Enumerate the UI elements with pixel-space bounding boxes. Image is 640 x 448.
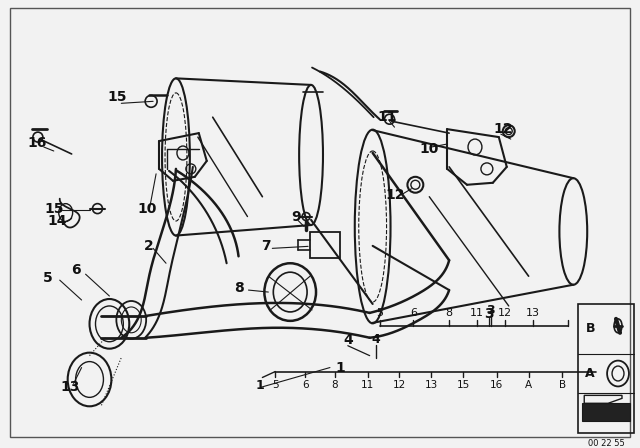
Text: 4: 4 bbox=[343, 333, 353, 347]
Text: 8: 8 bbox=[332, 380, 338, 391]
Text: 12: 12 bbox=[393, 380, 406, 391]
Text: 16: 16 bbox=[27, 136, 47, 150]
Text: 13: 13 bbox=[60, 380, 79, 394]
Text: 15: 15 bbox=[44, 202, 63, 215]
Text: 1: 1 bbox=[335, 361, 345, 375]
Text: 1: 1 bbox=[256, 379, 265, 392]
Text: 2: 2 bbox=[144, 239, 154, 254]
Text: 11: 11 bbox=[361, 380, 374, 391]
Text: 5: 5 bbox=[376, 308, 383, 318]
Text: 6: 6 bbox=[410, 308, 417, 318]
Text: 3: 3 bbox=[484, 307, 493, 321]
Text: 00 22 55: 00 22 55 bbox=[588, 439, 625, 448]
Text: 11: 11 bbox=[378, 110, 397, 124]
Text: 15: 15 bbox=[456, 380, 470, 391]
Text: A: A bbox=[525, 380, 532, 391]
Text: 7: 7 bbox=[262, 239, 271, 254]
Bar bbox=[579, 304, 634, 433]
Text: B: B bbox=[559, 380, 566, 391]
Text: 14: 14 bbox=[47, 214, 67, 228]
Text: 8: 8 bbox=[445, 308, 452, 318]
Text: 12: 12 bbox=[386, 188, 405, 202]
Text: 8: 8 bbox=[234, 281, 243, 295]
Text: 12: 12 bbox=[498, 308, 512, 318]
Text: 3: 3 bbox=[486, 305, 495, 318]
Text: 6: 6 bbox=[302, 380, 308, 391]
Text: 4: 4 bbox=[371, 333, 380, 346]
Text: A: A bbox=[586, 367, 595, 380]
Text: 6: 6 bbox=[71, 263, 81, 277]
Text: 13: 13 bbox=[525, 308, 540, 318]
Text: 13: 13 bbox=[424, 380, 438, 391]
Text: B: B bbox=[586, 322, 595, 335]
Bar bbox=[582, 403, 630, 421]
Text: 10: 10 bbox=[138, 202, 157, 215]
Text: 15: 15 bbox=[108, 90, 127, 104]
Text: 16: 16 bbox=[490, 380, 504, 391]
Text: 10: 10 bbox=[420, 142, 439, 156]
Text: 9: 9 bbox=[291, 210, 301, 224]
Text: 12: 12 bbox=[493, 122, 513, 136]
Text: 5: 5 bbox=[272, 380, 278, 391]
Text: 5: 5 bbox=[43, 271, 52, 285]
Text: 11: 11 bbox=[470, 308, 484, 318]
